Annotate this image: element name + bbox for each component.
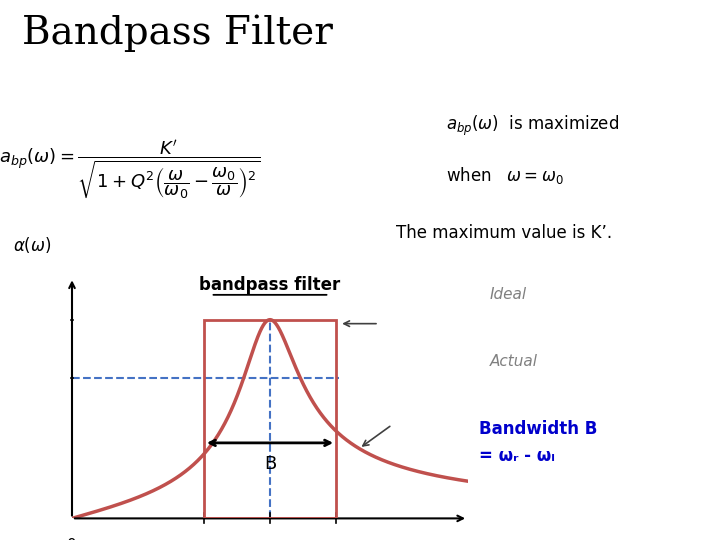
Text: when   $\omega = \omega_0$: when $\omega = \omega_0$ xyxy=(446,165,564,186)
Text: B: B xyxy=(264,455,276,473)
Bar xyxy=(204,320,336,518)
Text: Actual: Actual xyxy=(490,354,538,369)
Text: Bandpass Filter: Bandpass Filter xyxy=(22,15,333,52)
Text: The maximum value is K’.: The maximum value is K’. xyxy=(396,224,612,241)
Text: $\omega$: $\omega$ xyxy=(454,538,469,540)
Text: $\omega_0$: $\omega_0$ xyxy=(259,538,281,540)
Text: $a_{bp}(\omega) = \dfrac{K^{\prime}}{\sqrt{1+Q^2\left(\dfrac{\omega}{\omega_0} -: $a_{bp}(\omega) = \dfrac{K^{\prime}}{\sq… xyxy=(0,139,261,201)
Text: $\omega_r$: $\omega_r$ xyxy=(326,538,346,540)
Text: bandpass filter: bandpass filter xyxy=(199,276,341,294)
Text: 0: 0 xyxy=(67,538,77,540)
Text: Bandwidth B: Bandwidth B xyxy=(479,420,597,438)
Text: $a_{bp}(\omega)$  is maximized: $a_{bp}(\omega)$ is maximized xyxy=(446,113,619,138)
Text: = ωᵣ - ωₗ: = ωᵣ - ωₗ xyxy=(479,447,554,465)
Text: $\omega_i$: $\omega_i$ xyxy=(195,538,213,540)
Text: Ideal: Ideal xyxy=(490,287,527,302)
Text: $\alpha(\omega)$: $\alpha(\omega)$ xyxy=(13,235,52,255)
